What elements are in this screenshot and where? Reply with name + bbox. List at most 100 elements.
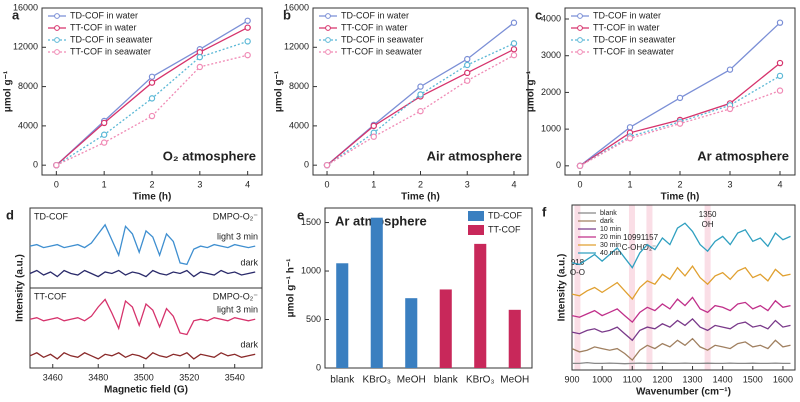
x-tick-label: 3 bbox=[727, 179, 732, 189]
band-label: C-OH bbox=[622, 243, 643, 252]
y-axis-label: μmol g⁻¹ h⁻¹ bbox=[286, 258, 297, 318]
legend-marker bbox=[577, 37, 583, 43]
annotation: Air atmosphere bbox=[427, 148, 522, 163]
y-axis-label: Intensity (a.u.) bbox=[557, 254, 568, 322]
legend-marker bbox=[325, 49, 331, 55]
data-point bbox=[196, 53, 204, 61]
series-line bbox=[571, 317, 791, 342]
y-tick-label: 0 bbox=[304, 160, 309, 170]
bar bbox=[474, 243, 487, 368]
series-label: light 3 min bbox=[217, 231, 258, 241]
legend-marker bbox=[54, 25, 60, 31]
legend-marker bbox=[54, 13, 60, 19]
x-tick-label: 1000 bbox=[592, 374, 612, 384]
group-label: DMPO-O₂⁻ bbox=[213, 291, 258, 301]
band-label: O-O bbox=[570, 268, 585, 277]
legend-swatch bbox=[468, 225, 484, 235]
data-point bbox=[244, 24, 251, 31]
y-axis-label: Intensity (a.u.) bbox=[15, 254, 26, 322]
band bbox=[646, 205, 653, 370]
band bbox=[628, 205, 635, 370]
data-point bbox=[148, 73, 156, 80]
legend-label: 30 min bbox=[600, 242, 621, 249]
y-tick-label: 1500 bbox=[301, 217, 321, 227]
legend-label: TD-COF in seawater bbox=[593, 34, 676, 44]
legend-label: 20 min bbox=[600, 234, 621, 241]
data-point bbox=[776, 72, 784, 80]
data-point bbox=[464, 55, 471, 63]
band-position: 1350 bbox=[699, 210, 717, 219]
series-label: light 3 min bbox=[217, 305, 258, 315]
x-tick-label: 2 bbox=[677, 179, 682, 189]
panel-letter: e bbox=[297, 207, 304, 222]
x-tick-label: 3 bbox=[465, 179, 470, 189]
x-tick-label: 900 bbox=[564, 374, 579, 384]
data-point bbox=[464, 77, 471, 84]
plot-frame bbox=[571, 204, 796, 371]
legend-marker bbox=[577, 49, 583, 55]
x-tick-label: 2 bbox=[418, 179, 423, 189]
x-tick-label: 1 bbox=[371, 179, 376, 189]
data-point bbox=[148, 112, 156, 120]
x-tick-label: 0 bbox=[325, 179, 330, 189]
data-point bbox=[464, 61, 471, 69]
legend-label: TT-COF in seawater bbox=[341, 46, 422, 56]
band-position: 1099 bbox=[623, 233, 641, 242]
panel-letter: c bbox=[535, 7, 542, 22]
legend-label: 10 min bbox=[600, 226, 621, 233]
data-point bbox=[244, 51, 251, 59]
data-point bbox=[417, 91, 424, 98]
data-point bbox=[370, 133, 377, 140]
x-tick-label: 0 bbox=[54, 179, 59, 189]
group-name: TD-COF bbox=[34, 211, 68, 221]
legend-label: blank bbox=[600, 210, 617, 217]
y-tick-label: 0 bbox=[33, 160, 38, 170]
series-line bbox=[572, 361, 791, 365]
y-tick-label: 12000 bbox=[284, 42, 309, 52]
annotation: O₂ atmosphere bbox=[163, 148, 256, 163]
x-tick-label: 3480 bbox=[88, 372, 108, 382]
legend-label: TD-COF in water bbox=[341, 10, 409, 20]
legend-label: TD-COF in water bbox=[70, 10, 138, 20]
legend-label: TT-COF in water bbox=[593, 22, 660, 32]
series-label: dark bbox=[240, 340, 258, 350]
band-label: OH bbox=[702, 220, 714, 229]
legend-label: TD-COF bbox=[488, 210, 522, 220]
legend-marker bbox=[577, 13, 583, 19]
data-point bbox=[776, 19, 784, 26]
data-point bbox=[100, 119, 108, 127]
data-point bbox=[726, 66, 734, 73]
legend-label: TD-COF in water bbox=[593, 10, 661, 20]
data-point bbox=[244, 38, 251, 45]
y-tick-label: 16000 bbox=[284, 2, 309, 12]
legend-label: TT-COF in seawater bbox=[593, 46, 674, 56]
plot-frame bbox=[324, 207, 533, 369]
data-point bbox=[510, 19, 518, 26]
y-tick-label: 12000 bbox=[13, 42, 38, 52]
x-tick-label: 1400 bbox=[713, 374, 733, 384]
data-point bbox=[100, 139, 108, 146]
x-tick-label: 3460 bbox=[43, 372, 63, 382]
x-axis-label: Time (h) bbox=[133, 192, 172, 203]
y-axis-label: μmol g⁻¹ bbox=[274, 70, 285, 112]
y-tick-label: 3000 bbox=[541, 50, 561, 60]
legend-label: TD-COF in seawater bbox=[70, 34, 153, 44]
legend-label: TD-COF in seawater bbox=[341, 34, 424, 44]
legend-marker bbox=[325, 25, 331, 31]
x-tick-label: 1500 bbox=[743, 374, 763, 384]
y-tick-label: 2000 bbox=[541, 87, 561, 97]
data-point bbox=[417, 107, 424, 115]
legend-label: 40 min bbox=[600, 250, 621, 257]
y-tick-label: 500 bbox=[306, 314, 321, 324]
y-tick-label: 8000 bbox=[289, 81, 309, 91]
legend-label: TT-COF in water bbox=[341, 22, 408, 32]
y-tick-label: 4000 bbox=[541, 13, 561, 23]
panel-letter: f bbox=[542, 204, 547, 219]
x-tick-label: blank bbox=[434, 375, 459, 386]
y-tick-label: 1000 bbox=[301, 265, 321, 275]
legend-marker bbox=[325, 37, 331, 43]
data-point bbox=[323, 161, 331, 169]
data-point bbox=[196, 63, 204, 71]
series-line bbox=[29, 298, 256, 336]
